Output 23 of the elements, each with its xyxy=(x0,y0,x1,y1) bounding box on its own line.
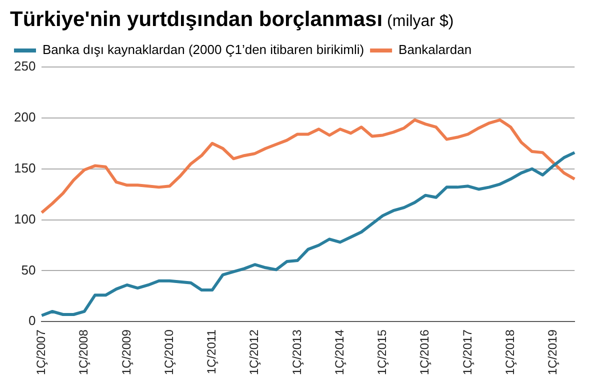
y-tick-label: 50 xyxy=(21,262,36,278)
y-tick-label: 150 xyxy=(14,160,36,176)
x-tick-label: 1Ç/2016 xyxy=(418,329,432,376)
legend-label: Bankalardan xyxy=(398,42,472,58)
x-tick-label: 1Ç/2017 xyxy=(460,329,474,376)
x-tick-label: 1Ç/2019 xyxy=(546,329,560,376)
y-tick-label: 0 xyxy=(28,313,36,328)
chart-title: Türkiye'nin yurtdışından borçlanması xyxy=(10,8,383,31)
x-tick-label: 1Ç/2008 xyxy=(76,329,91,376)
x-tick-label: 1Ç/2013 xyxy=(290,329,304,376)
x-tick-label: 1Ç/2014 xyxy=(332,329,346,376)
x-tick-label: 1Ç/2009 xyxy=(119,329,134,376)
x-tick-label: 1Ç/2012 xyxy=(247,329,262,376)
x-tick-label: 1Ç/2015 xyxy=(375,329,390,376)
x-tick-label: 1Ç/2007 xyxy=(34,329,48,376)
chart-subtitle: (milyar $) xyxy=(387,13,454,30)
legend-label: Banka dışı kaynaklardan (2000 Ç1’den itibaren birikimli) xyxy=(42,42,364,58)
x-tick-label: 1Ç/2011 xyxy=(204,329,219,374)
y-tick-label: 250 xyxy=(14,58,36,74)
y-tick-label: 100 xyxy=(14,211,36,226)
y-tick-label: 200 xyxy=(14,110,36,125)
x-tick-label: 1Ç/2018 xyxy=(502,329,517,376)
x-tick-label: 1Ç/2010 xyxy=(162,329,176,376)
